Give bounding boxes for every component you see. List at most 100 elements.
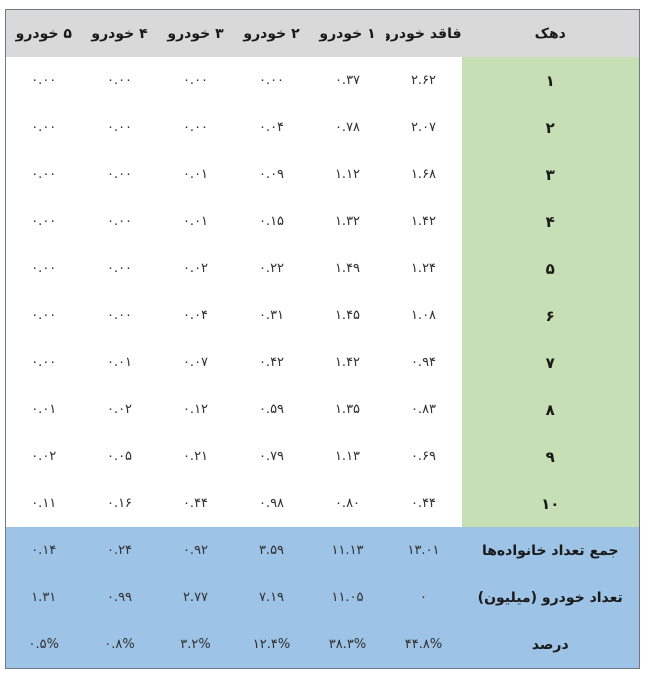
header-cell: ۴ خودرو bbox=[81, 9, 158, 57]
value-cell: ۰.۴۲ bbox=[233, 339, 310, 386]
table-row: ۳ ۱.۶۸ ۱.۱۲ ۰.۰۹ ۰.۰۱ ۰.۰۰ ۰.۰۰ bbox=[5, 151, 640, 198]
summary-value-cell: ۳.۲% bbox=[157, 621, 234, 669]
table-row: ۱۰ ۰.۴۴ ۰.۸۰ ۰.۹۸ ۰.۴۴ ۰.۱۶ ۰.۱۱ bbox=[5, 480, 640, 527]
value-cell: ۲.۶۲ bbox=[385, 57, 462, 104]
summary-value-cell: ۱.۳۱ bbox=[5, 574, 82, 621]
value-cell: ۰.۷۸ bbox=[309, 104, 386, 151]
value-cell: ۰.۰۰ bbox=[5, 245, 82, 292]
value-cell: ۱.۳۲ bbox=[309, 198, 386, 245]
value-cell: ۰.۷۹ bbox=[233, 433, 310, 480]
value-cell: ۰.۰۰ bbox=[157, 104, 234, 151]
value-cell: ۰.۰۱ bbox=[157, 151, 234, 198]
summary-value-cell: ۰.۵% bbox=[5, 621, 82, 669]
value-cell: ۰.۰۰ bbox=[81, 104, 158, 151]
value-cell: ۰.۰۰ bbox=[5, 104, 82, 151]
value-cell: ۰.۰۰ bbox=[5, 57, 82, 104]
summary-row: درصد ۴۴.۸% ۳۸.۳% ۱۲.۴% ۳.۲% ۰.۸% ۰.۵% bbox=[5, 621, 640, 669]
value-cell: ۰.۰۲ bbox=[5, 433, 82, 480]
decile-cell: ۴ bbox=[461, 198, 640, 245]
header-cell: ۵ خودرو bbox=[5, 9, 82, 57]
summary-value-cell: ۷.۱۹ bbox=[233, 574, 310, 621]
table-row: ۵ ۱.۲۴ ۱.۴۹ ۰.۲۲ ۰.۰۲ ۰.۰۰ ۰.۰۰ bbox=[5, 245, 640, 292]
summary-value-cell: ۰.۹۲ bbox=[157, 527, 234, 574]
value-cell: ۰.۲۱ bbox=[157, 433, 234, 480]
value-cell: ۱.۱۲ bbox=[309, 151, 386, 198]
decile-cell: ۶ bbox=[461, 292, 640, 339]
value-cell: ۰.۰۱ bbox=[5, 386, 82, 433]
summary-value-cell: ۰.۲۴ bbox=[81, 527, 158, 574]
value-cell: ۰.۱۵ bbox=[233, 198, 310, 245]
header-cell: ۱ خودرو bbox=[309, 9, 386, 57]
value-cell: ۰.۱۶ bbox=[81, 480, 158, 527]
car-ownership-table: دهک فاقد خودرو ۱ خودرو ۲ خودرو ۳ خودرو ۴ خودر… bbox=[5, 9, 640, 669]
summary-label: جمع تعداد خانواده‌ها bbox=[461, 527, 640, 574]
value-cell: ۰.۰۰ bbox=[5, 151, 82, 198]
value-cell: ۰.۳۱ bbox=[233, 292, 310, 339]
decile-cell: ۵ bbox=[461, 245, 640, 292]
value-cell: ۱.۴۵ bbox=[309, 292, 386, 339]
value-cell: ۰.۰۰ bbox=[81, 292, 158, 339]
value-cell: ۰.۰۰ bbox=[81, 198, 158, 245]
value-cell: ۰.۰۰ bbox=[81, 151, 158, 198]
value-cell: ۱.۴۹ bbox=[309, 245, 386, 292]
value-cell: ۱.۱۳ bbox=[309, 433, 386, 480]
table-body: ۱ ۲.۶۲ ۰.۳۷ ۰.۰۰ ۰.۰۰ ۰.۰۰ ۰.۰۰ ۲ ۲.۰۷ ۰.۷۸ ۰.۰۴ ۰.… bbox=[5, 57, 640, 669]
header-cell: فاقد خودرو bbox=[385, 9, 462, 57]
table-row: ۸ ۰.۸۳ ۱.۳۵ ۰.۵۹ ۰.۱۲ ۰.۰۲ ۰.۰۱ bbox=[5, 386, 640, 433]
summary-value-cell: ۱۲.۴% bbox=[233, 621, 310, 669]
summary-value-cell: ۱۳.۰۱ bbox=[385, 527, 462, 574]
value-cell: ۲.۰۷ bbox=[385, 104, 462, 151]
value-cell: ۱.۴۲ bbox=[309, 339, 386, 386]
value-cell: ۰.۱۲ bbox=[157, 386, 234, 433]
value-cell: ۰.۹۸ bbox=[233, 480, 310, 527]
value-cell: ۰.۰۷ bbox=[157, 339, 234, 386]
header-cell: ۲ خودرو bbox=[233, 9, 310, 57]
decile-cell: ۳ bbox=[461, 151, 640, 198]
value-cell: ۰.۰۴ bbox=[157, 292, 234, 339]
summary-value-cell: ۲.۷۷ bbox=[157, 574, 234, 621]
value-cell: ۰.۰۰ bbox=[233, 57, 310, 104]
value-cell: ۰.۰۲ bbox=[157, 245, 234, 292]
summary-label: درصد bbox=[461, 621, 640, 669]
value-cell: ۰.۲۲ bbox=[233, 245, 310, 292]
value-cell: ۰.۰۰ bbox=[81, 57, 158, 104]
decile-cell: ۲ bbox=[461, 104, 640, 151]
value-cell: ۱.۲۴ bbox=[385, 245, 462, 292]
decile-cell: ۷ bbox=[461, 339, 640, 386]
summary-row: تعداد خودرو (میلیون) ۰ ۱۱.۰۵ ۷.۱۹ ۲.۷۷ ۰.۹۹ ۱.… bbox=[5, 574, 640, 621]
value-cell: ۰.۰۱ bbox=[157, 198, 234, 245]
table-row: ۲ ۲.۰۷ ۰.۷۸ ۰.۰۴ ۰.۰۰ ۰.۰۰ ۰.۰۰ bbox=[5, 104, 640, 151]
value-cell: ۰.۱۱ bbox=[5, 480, 82, 527]
value-cell: ۱.۴۲ bbox=[385, 198, 462, 245]
value-cell: ۰.۰۵ bbox=[81, 433, 158, 480]
value-cell: ۰.۰۲ bbox=[81, 386, 158, 433]
decile-cell: ۱۰ bbox=[461, 480, 640, 527]
value-cell: ۰.۰۴ bbox=[233, 104, 310, 151]
value-cell: ۰.۴۴ bbox=[157, 480, 234, 527]
value-cell: ۱.۳۵ bbox=[309, 386, 386, 433]
value-cell: ۰.۰۰ bbox=[157, 57, 234, 104]
summary-value-cell: ۳۸.۳% bbox=[309, 621, 386, 669]
header-row: دهک فاقد خودرو ۱ خودرو ۲ خودرو ۳ خودرو ۴ خودر… bbox=[5, 9, 640, 57]
header-cell: ۳ خودرو bbox=[157, 9, 234, 57]
value-cell: ۰.۰۰ bbox=[81, 245, 158, 292]
table-row: ۹ ۰.۶۹ ۱.۱۳ ۰.۷۹ ۰.۲۱ ۰.۰۵ ۰.۰۲ bbox=[5, 433, 640, 480]
header-decile: دهک bbox=[461, 9, 640, 57]
value-cell: ۰.۰۹ bbox=[233, 151, 310, 198]
table-row: ۷ ۰.۹۴ ۱.۴۲ ۰.۴۲ ۰.۰۷ ۰.۰۱ ۰.۰۰ bbox=[5, 339, 640, 386]
value-cell: ۱.۰۸ bbox=[385, 292, 462, 339]
summary-value-cell: ۰.۹۹ bbox=[81, 574, 158, 621]
table-row: ۴ ۱.۴۲ ۱.۳۲ ۰.۱۵ ۰.۰۱ ۰.۰۰ ۰.۰۰ bbox=[5, 198, 640, 245]
summary-label: تعداد خودرو (میلیون) bbox=[461, 574, 640, 621]
summary-value-cell: ۰.۸% bbox=[81, 621, 158, 669]
summary-value-cell: ۱۱.۱۳ bbox=[309, 527, 386, 574]
value-cell: ۰.۴۴ bbox=[385, 480, 462, 527]
value-cell: ۰.۰۰ bbox=[5, 198, 82, 245]
summary-value-cell: ۳.۵۹ bbox=[233, 527, 310, 574]
decile-cell: ۱ bbox=[461, 57, 640, 104]
value-cell: ۰.۰۰ bbox=[5, 292, 82, 339]
value-cell: ۰.۸۰ bbox=[309, 480, 386, 527]
value-cell: ۰.۰۱ bbox=[81, 339, 158, 386]
table-row: ۱ ۲.۶۲ ۰.۳۷ ۰.۰۰ ۰.۰۰ ۰.۰۰ ۰.۰۰ bbox=[5, 57, 640, 104]
value-cell: ۰.۳۷ bbox=[309, 57, 386, 104]
